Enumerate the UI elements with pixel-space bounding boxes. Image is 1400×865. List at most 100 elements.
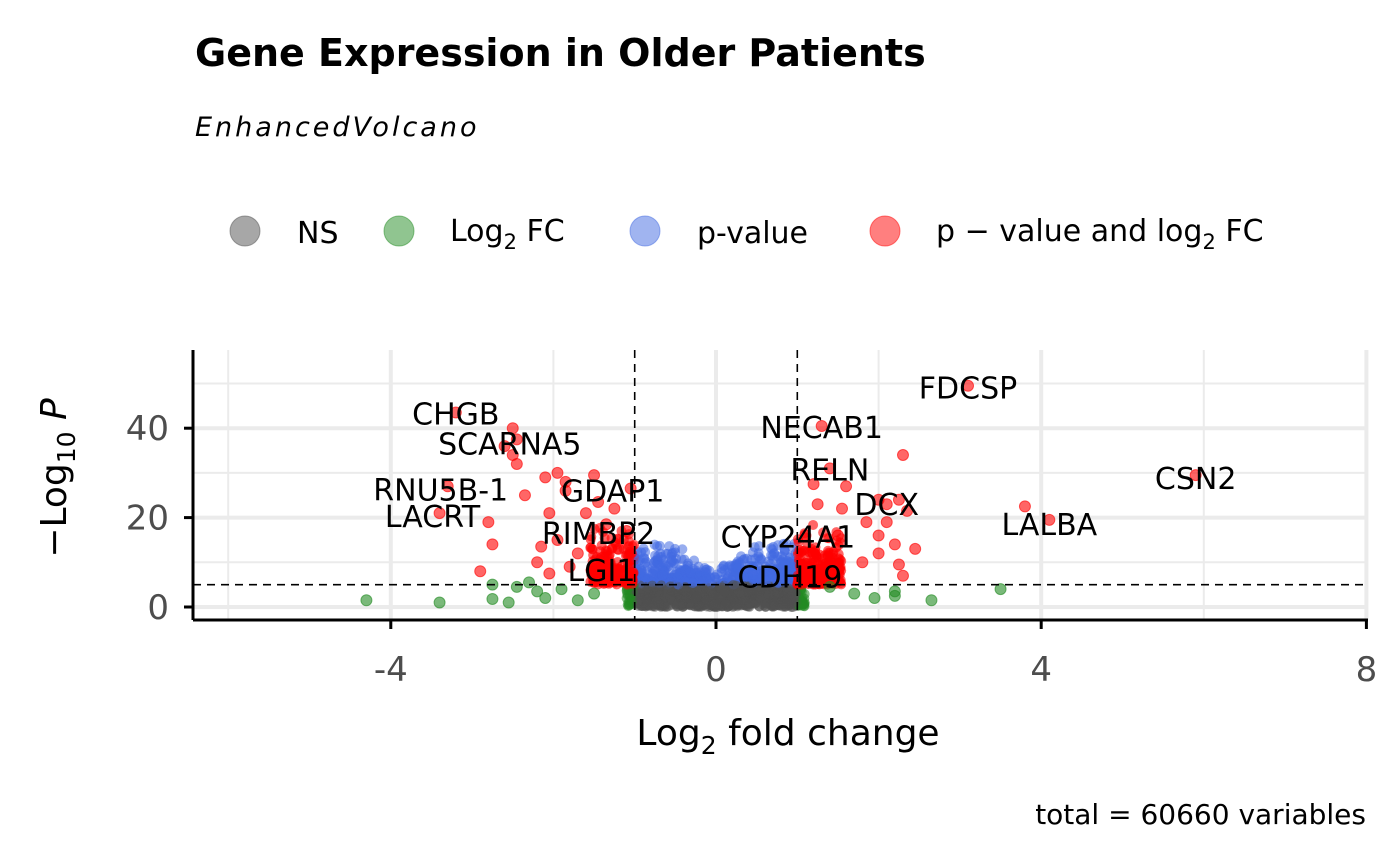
- gene-point: [551, 533, 564, 546]
- gene-point: [596, 551, 609, 564]
- gene-label: SCARNA5: [438, 427, 581, 462]
- legend: NS Log2 FC p-value p − value and log2 FC: [229, 214, 1264, 254]
- cloud-point-significant: [813, 576, 824, 587]
- gene-point: [888, 538, 901, 551]
- gene-label: RELN: [790, 453, 869, 488]
- cloud-point: [797, 597, 808, 608]
- gene-point-labeled: [449, 406, 462, 419]
- cloud-point: [720, 599, 731, 610]
- cloud-point-significant: [589, 523, 600, 534]
- gene-point: [840, 480, 853, 493]
- gene-point: [807, 547, 820, 560]
- gene-label: GDAP1: [561, 475, 665, 510]
- gene-point-labeled: [962, 379, 975, 392]
- gene-point: [888, 589, 901, 602]
- cloud-point: [719, 585, 730, 596]
- cloud-point: [642, 598, 653, 609]
- cloud-point: [738, 554, 749, 565]
- cloud-point: [639, 553, 650, 564]
- gene-point: [518, 489, 531, 502]
- gene-point: [535, 540, 548, 553]
- chart-title: Gene Expression in Older Patients: [195, 31, 926, 75]
- gene-point: [896, 449, 909, 462]
- gene-point-labeled: [880, 498, 893, 511]
- y-tick-label: 20: [126, 499, 169, 539]
- cloud-point: [781, 566, 792, 577]
- gene-point: [539, 592, 552, 605]
- gene-label: NECAB1: [760, 411, 883, 446]
- cloud-point-significant: [803, 572, 814, 583]
- cloud-point: [656, 551, 667, 562]
- gene-label: CSN2: [1155, 462, 1237, 497]
- gene-point: [559, 484, 572, 497]
- gene-label: LGI1: [568, 554, 636, 589]
- gene-point: [860, 516, 873, 529]
- gene-point: [571, 547, 584, 560]
- gene-point: [612, 542, 625, 555]
- legend-label-pvalue: p-value: [697, 216, 808, 251]
- cloud-point: [680, 586, 691, 597]
- gene-point-labeled: [815, 419, 828, 432]
- x-axis-title: Log2 fold change: [636, 713, 939, 760]
- gene-point-labeled: [441, 480, 454, 493]
- cloud-point-significant: [599, 532, 610, 543]
- gene-point-labeled: [433, 507, 446, 520]
- legend-item-log2fc: Log2 FC: [383, 214, 565, 254]
- gene-point: [498, 440, 511, 453]
- cloud-point-significant: [812, 564, 823, 575]
- y-axis-title: −Log10 P: [34, 398, 81, 558]
- gene-point: [872, 529, 885, 542]
- gene-point: [571, 594, 584, 607]
- x-tick-label: 4: [1030, 650, 1052, 690]
- caption: total = 60660 variables: [1035, 798, 1366, 831]
- cloud-point-significant: [818, 527, 829, 538]
- gene-label: CDH19: [738, 560, 843, 595]
- cloud-point-significant: [606, 563, 617, 574]
- cloud-point: [689, 555, 700, 566]
- gene-point: [994, 583, 1007, 596]
- cloud-point: [734, 599, 745, 610]
- gene-point: [539, 471, 552, 484]
- gene-point-labeled: [1043, 513, 1056, 526]
- cloud-point-significant: [611, 574, 622, 585]
- gene-point: [896, 569, 909, 582]
- gene-point: [502, 596, 515, 609]
- legend-key-pvalue: [629, 215, 661, 247]
- cloud-point-significant: [833, 549, 844, 560]
- cloud-point-significant: [808, 519, 819, 530]
- gene-point: [563, 560, 576, 573]
- y-tick-label: 40: [126, 409, 169, 449]
- gene-point: [588, 469, 601, 482]
- gene-point: [486, 592, 499, 605]
- gene-point: [579, 507, 592, 520]
- chart-subtitle: EnhancedVolcano: [195, 112, 479, 143]
- gene-point: [474, 565, 487, 578]
- gene-point: [856, 556, 869, 569]
- cloud-point: [691, 591, 702, 602]
- point-labels: FDCSP CHGB NECAB1 SCARNA5 RELN CSN2 RNU5B-1 GDA…: [373, 372, 1236, 596]
- cloud-point: [728, 580, 739, 591]
- gene-point: [360, 594, 373, 607]
- cloud-point-significant: [588, 550, 599, 561]
- gene-point: [433, 596, 446, 609]
- y-tick-label: 0: [147, 588, 169, 628]
- gene-point: [892, 558, 905, 571]
- gene-point-labeled: [510, 433, 523, 446]
- cloud-point: [732, 563, 743, 574]
- x-tick-label: 8: [1356, 650, 1378, 690]
- cutoff-lines: [193, 350, 1368, 620]
- x-tick-label: 0: [705, 650, 727, 690]
- gene-point: [868, 592, 881, 605]
- legend-item-ns: NS: [229, 215, 338, 251]
- cloud-point: [716, 567, 727, 578]
- legend-key-log2fc: [383, 215, 415, 247]
- gene-point: [807, 478, 820, 491]
- cloud-point-significant: [585, 542, 596, 553]
- cloud-point: [666, 555, 677, 566]
- cloud-point: [679, 554, 690, 565]
- legend-item-pvalue: p-value: [629, 215, 808, 251]
- legend-label-pvalue-and-log2fc: p − value and log2 FC: [936, 214, 1264, 254]
- gene-point: [872, 547, 885, 560]
- axes: [184, 350, 1368, 629]
